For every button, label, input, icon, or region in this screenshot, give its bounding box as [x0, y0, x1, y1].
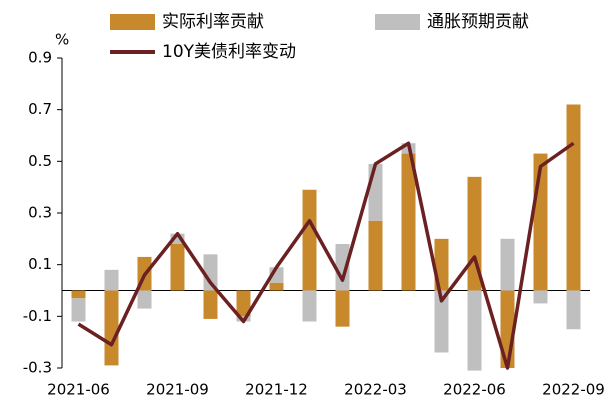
bar	[335, 244, 350, 291]
bar	[104, 269, 119, 291]
bar	[500, 238, 515, 291]
bar	[533, 290, 548, 304]
bar	[104, 290, 119, 366]
y-tick-label: 0.7	[28, 100, 52, 118]
bar	[434, 290, 449, 353]
bar	[467, 290, 482, 371]
legend-label: 10Y美债利率变动	[162, 42, 296, 62]
y-tick-label: 0.9	[28, 49, 52, 67]
x-tick-label: 2022-03	[344, 381, 407, 399]
bar	[368, 220, 383, 291]
bar	[269, 282, 284, 291]
bar	[302, 189, 317, 291]
legend-swatch	[375, 14, 420, 30]
legend-label: 通胀预期贡献	[427, 12, 529, 32]
line	[77, 141, 575, 370]
bar	[71, 298, 86, 322]
bar	[566, 104, 581, 291]
legend-label: 实际利率贡献	[162, 12, 264, 32]
y-tick-label: 0.3	[28, 204, 52, 222]
y-tick-label: 0.1	[28, 255, 52, 273]
x-tick-label: 2022-09	[542, 381, 605, 399]
bar	[302, 290, 317, 322]
legend-swatch	[110, 14, 155, 30]
y-unit: %	[55, 31, 69, 49]
y-tick-label: 0.5	[28, 152, 52, 170]
x-tick-label: 2022-06	[443, 381, 506, 399]
bar	[236, 290, 251, 317]
x-tick-label: 2021-09	[146, 381, 209, 399]
x-tick-label: 2021-12	[245, 381, 308, 399]
bar	[368, 163, 383, 221]
bar	[401, 153, 416, 291]
y-tick-label: -0.1	[23, 307, 52, 325]
bar	[203, 254, 218, 291]
bar	[335, 290, 350, 327]
y-tick-label: -0.3	[23, 359, 52, 377]
bar	[170, 233, 185, 244]
legend: 实际利率贡献 通胀预期贡献 10Y美债利率变动	[110, 12, 529, 62]
bar	[170, 244, 185, 291]
bar	[203, 290, 218, 319]
bar	[71, 290, 86, 299]
x-tick-label: 2021-06	[47, 381, 110, 399]
bar	[137, 290, 152, 309]
bar	[566, 290, 581, 330]
